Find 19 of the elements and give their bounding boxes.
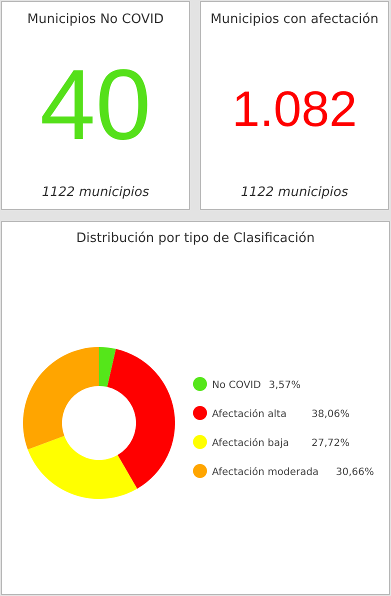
legend-label: No COVID: [212, 380, 262, 391]
data-label: 30,66%: [336, 467, 374, 478]
donut-slice: [99, 347, 116, 387]
text: Municipios No COVID: [27, 12, 164, 27]
data-label: 3,57%: [268, 380, 301, 391]
donut-slice: [23, 347, 99, 450]
text: 40: [40, 49, 152, 161]
data-label: 27,72%: [312, 438, 350, 449]
data-label: 38,06%: [312, 409, 350, 420]
text: 1122 municipios: [240, 185, 348, 200]
donut-slice: [107, 348, 175, 489]
legend-label: Afectación baja: [212, 438, 289, 449]
text: 1.082: [232, 81, 358, 137]
text: Municipios con afectación: [210, 12, 378, 27]
text: 1122 municipios: [42, 185, 150, 200]
chart-title: Distribución por tipo de Clasificación: [76, 231, 315, 246]
donut-slice: [28, 436, 138, 499]
legend-label: Afectación alta: [212, 409, 287, 420]
legend-label: Afectación moderada: [212, 467, 319, 478]
